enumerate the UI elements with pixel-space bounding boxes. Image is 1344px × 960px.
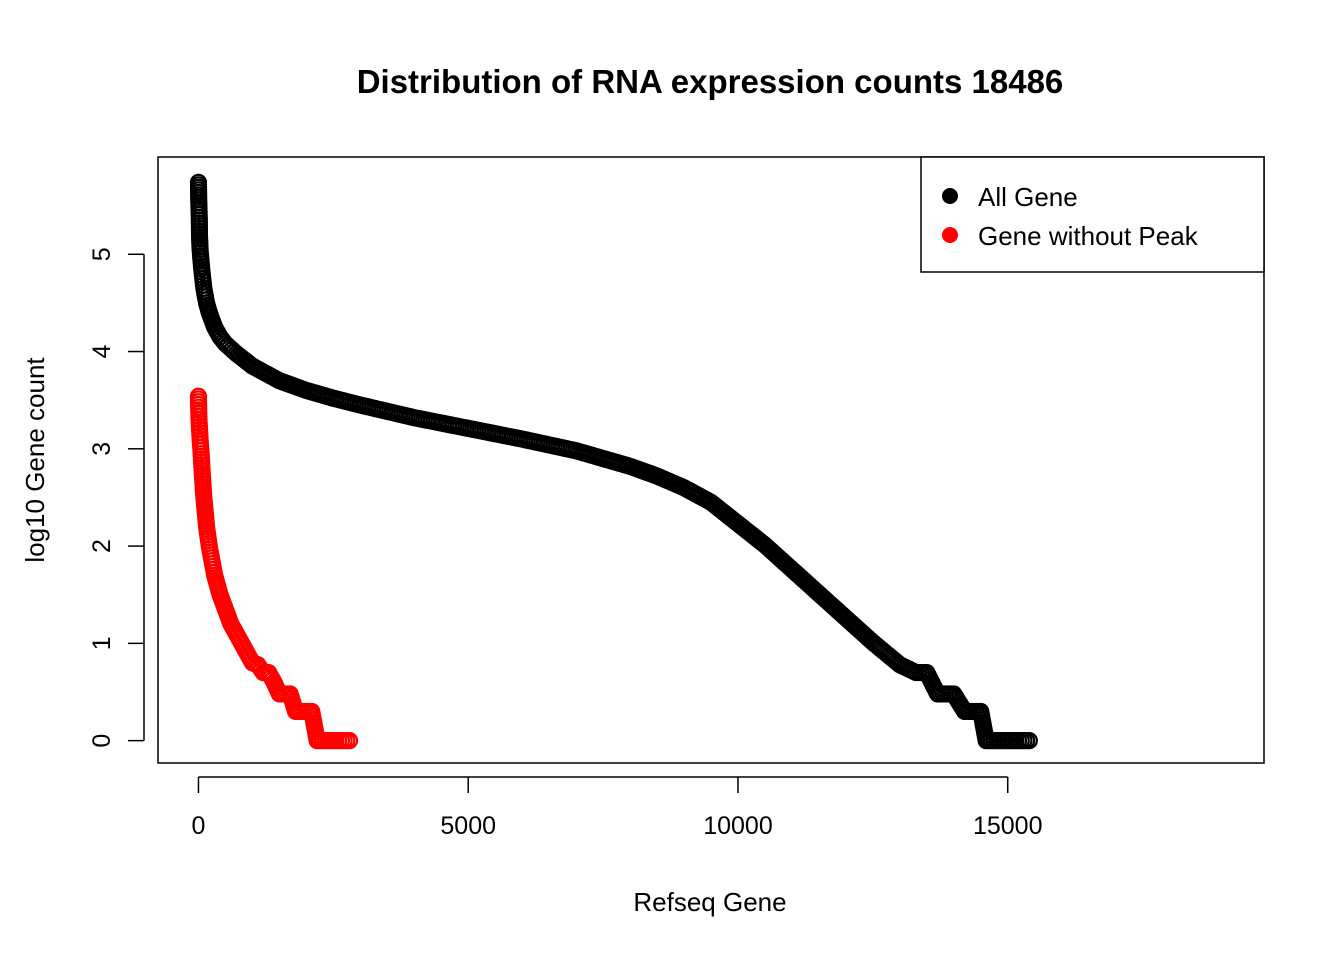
x-axis: 0 5000 10000 15000 bbox=[192, 776, 1043, 840]
y-axis: 0 1 2 3 4 5 bbox=[88, 247, 145, 748]
x-tick-label: 5000 bbox=[440, 812, 496, 840]
y-tick-label: 2 bbox=[88, 539, 116, 553]
y-tick-label: 5 bbox=[88, 247, 116, 261]
y-tick-label: 4 bbox=[88, 344, 116, 358]
legend-marker-gene-without-peak bbox=[942, 227, 958, 243]
legend-marker-all-gene bbox=[942, 188, 958, 204]
legend-box bbox=[920, 156, 1265, 273]
series-gene-without-peak bbox=[189, 387, 359, 750]
legend-label-all-gene: All Gene bbox=[978, 182, 1078, 212]
x-tick-label: 15000 bbox=[973, 812, 1043, 840]
y-tick-label: 0 bbox=[88, 734, 116, 748]
chart-title: Distribution of RNA expression counts 18… bbox=[357, 63, 1064, 100]
x-axis-label: Refseq Gene bbox=[633, 887, 786, 917]
y-tick-label: 3 bbox=[88, 442, 116, 456]
data-point bbox=[1020, 732, 1038, 750]
y-tick-label: 1 bbox=[88, 636, 116, 650]
data-point bbox=[340, 732, 359, 750]
x-tick-label: 0 bbox=[192, 812, 206, 840]
legend: All Gene Gene without Peak bbox=[920, 156, 1265, 273]
series-layer bbox=[189, 173, 1038, 750]
plot-frame bbox=[157, 156, 1265, 764]
series-all-gene bbox=[189, 173, 1038, 750]
x-tick-label: 10000 bbox=[703, 812, 773, 840]
y-axis-label: log10 Gene count bbox=[20, 357, 50, 563]
legend-label-gene-without-peak: Gene without Peak bbox=[978, 221, 1199, 251]
